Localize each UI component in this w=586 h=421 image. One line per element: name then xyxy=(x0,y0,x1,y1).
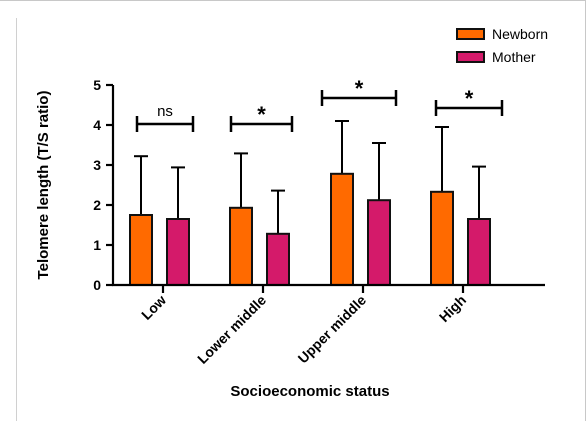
bar-mother-0 xyxy=(166,218,190,286)
y-tick-label-1: 1 xyxy=(93,237,101,253)
y-tick-label-0: 0 xyxy=(93,277,101,293)
bar-mother-2 xyxy=(367,199,391,286)
y-tick-label-4: 4 xyxy=(93,117,101,133)
legend-label-newborn: Newborn xyxy=(492,26,548,42)
significance-label-2: * xyxy=(355,76,364,101)
legend-swatch-mother xyxy=(456,51,485,63)
bar-newborn-2 xyxy=(330,172,354,286)
significance-label-3: * xyxy=(465,86,474,111)
bar-newborn-0 xyxy=(129,214,153,286)
legend-swatch-newborn xyxy=(456,28,485,40)
y-tick-label-3: 3 xyxy=(93,157,101,173)
y-tick-label-5: 5 xyxy=(93,77,101,93)
x-tick-label-3: High xyxy=(436,292,469,325)
significance-label-1: * xyxy=(257,102,266,127)
significance-brackets: ns * * * xyxy=(135,76,504,132)
legend-label-mother: Mother xyxy=(492,49,536,65)
plot-area xyxy=(129,120,491,287)
x-ticks: Low Lower middle Upper middle High xyxy=(138,285,469,367)
x-tick-label-1: Lower middle xyxy=(194,292,269,367)
significance-label-0: ns xyxy=(157,103,173,120)
bar-newborn-1 xyxy=(229,206,253,286)
y-ticks: 0 1 2 3 4 5 xyxy=(93,77,113,293)
y-axis-title: Telomere length (T/S ratio) xyxy=(35,91,52,280)
bar-mother-1 xyxy=(266,232,290,287)
x-axis-title: Socioeconomic status xyxy=(230,383,389,400)
x-tick-label-0: Low xyxy=(138,292,169,323)
y-tick-label-2: 2 xyxy=(93,197,101,213)
x-tick-label-2: Upper middle xyxy=(295,292,370,367)
legend: Newborn Mother xyxy=(456,26,548,65)
bar-newborn-3 xyxy=(430,190,454,286)
bar-mother-3 xyxy=(467,218,491,286)
